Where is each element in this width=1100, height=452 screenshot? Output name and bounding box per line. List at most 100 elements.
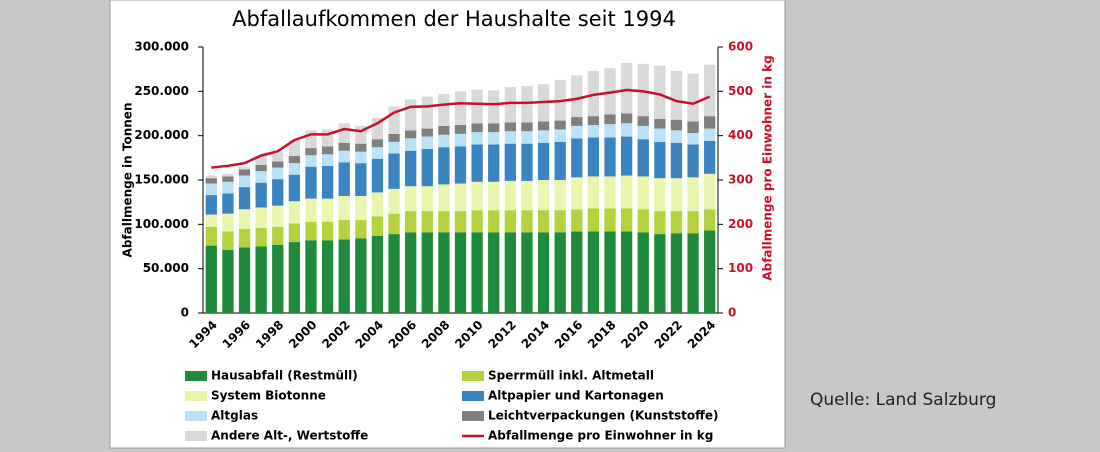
bar-segment: [405, 211, 417, 233]
bar-segment: [604, 231, 616, 313]
bar-segment: [355, 143, 367, 152]
y-tick-label: 100.000: [134, 217, 189, 231]
bar-segment: [222, 193, 234, 214]
bar-segment: [670, 70, 683, 120]
bar-segment: [554, 141, 566, 180]
bar-segment: [454, 232, 467, 313]
bar-segment: [405, 150, 417, 187]
bar-segment: [571, 231, 583, 313]
bar-segment: [471, 181, 483, 211]
bar-segment: [205, 214, 217, 227]
bar-segment: [205, 195, 217, 215]
bar-segment: [388, 188, 400, 214]
y-tick-label: 150.000: [134, 173, 189, 187]
bar-segment: [238, 175, 251, 188]
bar-segment: [687, 73, 699, 122]
bar-segment: [338, 123, 350, 143]
bar-segment: [571, 138, 583, 178]
bar-segment: [338, 239, 350, 313]
bar-segment: [537, 232, 550, 313]
bar-segment: [704, 230, 716, 313]
bar-segment: [222, 250, 234, 313]
source-note: Quelle: Land Salzburg: [810, 390, 997, 410]
bar-segment: [321, 221, 334, 241]
bar-segment: [305, 240, 317, 313]
bar-segment: [255, 164, 267, 172]
bar-segment: [620, 175, 633, 209]
bar-segment: [238, 209, 251, 229]
bar-segment: [338, 162, 350, 196]
bar-segment: [521, 122, 533, 132]
bar-segment: [288, 223, 301, 243]
y2-tick-label: 400: [728, 128, 753, 142]
bar-segment: [587, 116, 600, 126]
bar-segment: [255, 156, 267, 165]
bar-segment: [521, 232, 533, 313]
bar-segment: [421, 128, 433, 137]
bar-segment: [388, 213, 400, 235]
bar-segment: [654, 65, 666, 119]
chart-title: Abfallaufkommen der Haushalte seit 1994: [232, 7, 676, 31]
bar-segment: [421, 148, 433, 187]
legend-swatch: [185, 391, 207, 401]
bar-segment: [471, 210, 483, 233]
bar-segment: [238, 169, 251, 176]
bar-segment: [222, 213, 234, 232]
bar-segment: [587, 231, 600, 313]
legend-label: Hausabfall (Restmüll): [211, 369, 358, 383]
bar-segment: [637, 125, 649, 140]
bar-segment: [222, 173, 234, 177]
y2-axis-title: Abfallmenge pro Einwohner in kg: [761, 55, 775, 280]
bar-segment: [704, 173, 716, 210]
bar-segment: [504, 86, 516, 123]
bar-segment: [355, 163, 367, 196]
bar-segment: [305, 130, 317, 149]
bar-segment: [620, 231, 633, 313]
bar-segment: [654, 128, 666, 142]
bar-segment: [371, 192, 384, 217]
bar-segment: [338, 142, 350, 151]
bar-segment: [571, 75, 583, 118]
bar-segment: [305, 155, 317, 167]
bar-segment: [405, 186, 417, 212]
bar-segment: [438, 147, 450, 185]
bar-segment: [288, 156, 301, 164]
bar-segment: [670, 130, 683, 143]
legend-swatch: [462, 371, 484, 381]
y-tick-label: 250.000: [134, 84, 189, 98]
bar-segment: [388, 141, 400, 154]
bar-segment: [421, 136, 433, 149]
bar-segment: [537, 142, 550, 180]
bar-segment: [388, 106, 400, 134]
bar-segment: [255, 246, 267, 313]
y2-tick-label: 100: [728, 261, 753, 275]
legend-swatch: [185, 431, 207, 441]
bar-segment: [471, 132, 483, 145]
bar-segment: [388, 234, 400, 313]
line-series: [211, 88, 711, 169]
bar-segment: [371, 235, 384, 313]
bar-segment: [421, 211, 433, 233]
bar-segment: [454, 146, 467, 184]
bar-segment: [488, 144, 500, 182]
bar-segment: [438, 134, 450, 148]
bar-segment: [471, 123, 483, 133]
bar-segment: [238, 228, 251, 248]
legend-label: Altpapier und Kartonagen: [488, 389, 664, 403]
legend-label: Altglas: [211, 409, 258, 423]
y-tick-label: 300.000: [134, 40, 189, 54]
bar-segment: [488, 210, 500, 233]
bar-segment: [620, 136, 633, 176]
bar-segment: [488, 132, 500, 145]
bar-segment: [587, 137, 600, 177]
bar-segment: [205, 245, 217, 313]
bar-segment: [471, 89, 483, 124]
bar-segment: [205, 178, 217, 184]
bar-segment: [670, 211, 683, 234]
bar-segment: [438, 125, 450, 135]
legend-label: Andere Alt-, Wertstoffe: [211, 429, 368, 443]
bar-segment: [388, 153, 400, 189]
bar-segment: [471, 232, 483, 313]
